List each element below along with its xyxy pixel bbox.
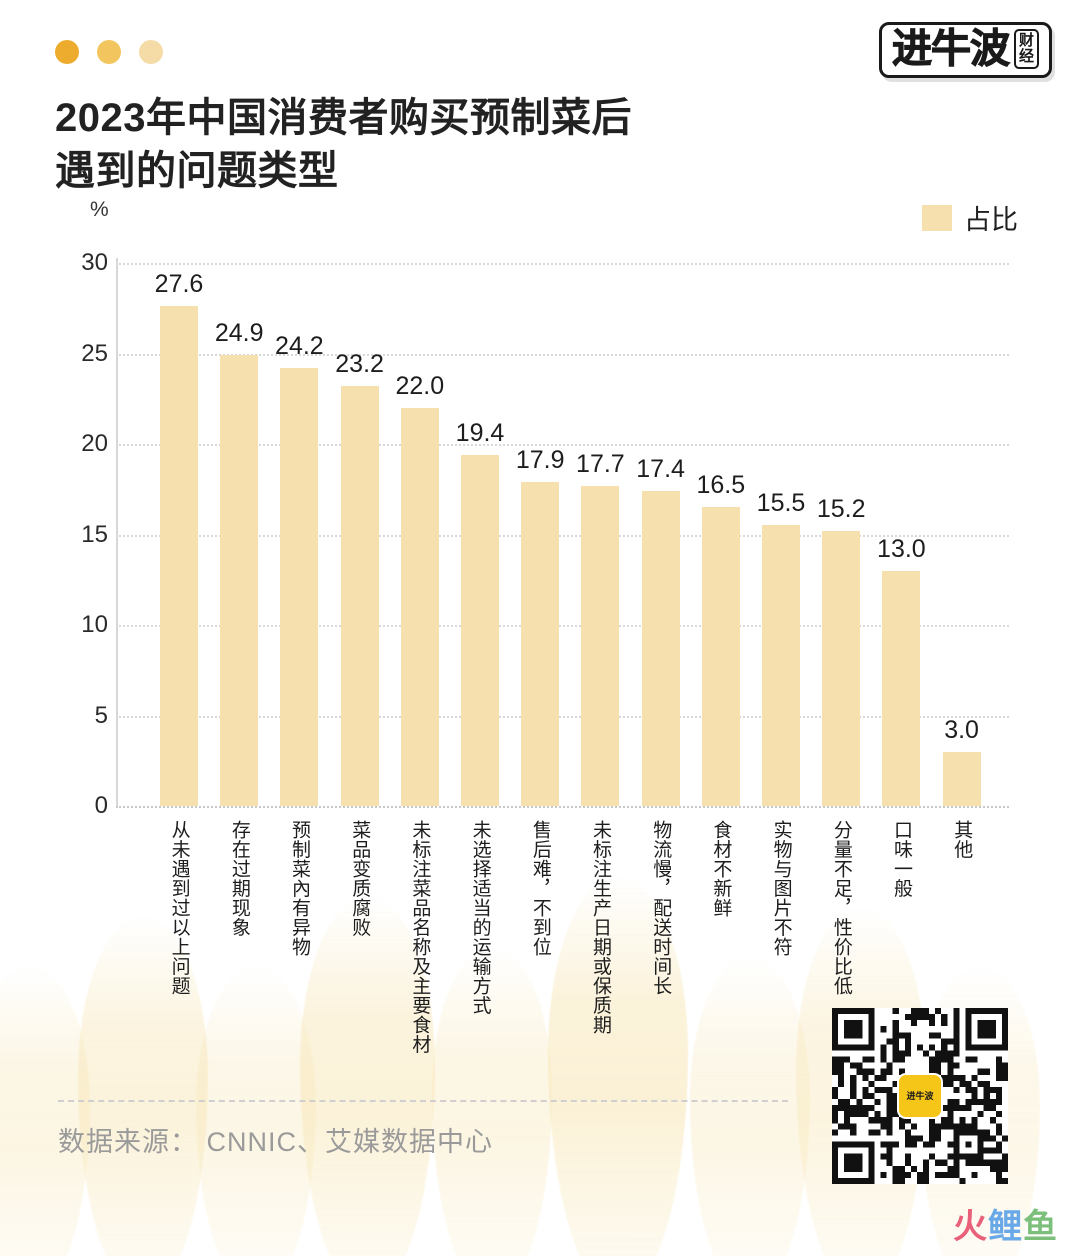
bar-9[interactable] — [701, 507, 740, 806]
bar-13[interactable] — [942, 751, 981, 806]
y-tick-label-20: 20 — [81, 430, 108, 457]
brand-logo: 进牛波 财 经 — [878, 22, 1052, 78]
y-axis-line — [116, 258, 118, 806]
header-dot-3 — [139, 40, 163, 64]
bar-5[interactable] — [461, 454, 499, 806]
gridline-25 — [116, 353, 1009, 356]
data-source-text: 数据来源： CNNIC、艾媒数据中心 — [58, 1127, 493, 1157]
bar-value-label-10: 15.5 — [756, 489, 806, 518]
y-tick-label-25: 25 — [81, 339, 108, 367]
x-category-label-5: 未选择适当的运输方式 — [469, 820, 491, 1015]
bar-6[interactable] — [521, 482, 560, 806]
gridline-15 — [116, 534, 1009, 537]
bar-1[interactable] — [220, 355, 259, 806]
brand-logo-main-text: 进牛波 — [891, 26, 1010, 72]
legend-label-share: 占比 — [964, 205, 1018, 235]
brand-logo-sub-bottom: 经 — [1018, 47, 1034, 65]
bar-0[interactable] — [160, 306, 198, 806]
bar-3[interactable] — [340, 386, 379, 806]
x-category-label-8: 物流慢，配送时间长 — [650, 820, 672, 996]
bar-10[interactable] — [762, 525, 800, 806]
legend-swatch-share — [922, 204, 952, 231]
x-category-label-9: 食材不新鲜 — [710, 820, 732, 918]
gridline-10 — [116, 625, 1009, 627]
header-dot-1 — [55, 40, 79, 64]
bar-value-label-6: 17.9 — [515, 446, 565, 474]
watermark-char-1: 火 — [953, 1208, 988, 1246]
y-tick-label-15: 15 — [81, 520, 108, 548]
bar-8[interactable] — [641, 491, 680, 806]
x-category-label-6: 售后难，不到位 — [529, 820, 551, 957]
bar-11[interactable] — [822, 530, 861, 806]
brand-logo-sub-top: 财 — [1018, 31, 1034, 50]
bar-value-label-12: 13.0 — [877, 534, 926, 563]
bar-value-label-8: 17.4 — [636, 455, 685, 484]
bar-12[interactable] — [882, 570, 921, 806]
y-tick-label-5: 5 — [94, 701, 108, 729]
x-category-label-10: 实物与图片不符 — [770, 820, 792, 957]
bar-value-label-1: 24.9 — [214, 319, 264, 348]
bar-value-label-5: 19.4 — [455, 418, 505, 447]
bar-2[interactable] — [280, 367, 319, 806]
watermark-char-2: 鲤 — [988, 1208, 1023, 1246]
x-category-label-1: 存在过期现象 — [228, 820, 250, 937]
gridline-0 — [116, 806, 1009, 808]
bar-value-label-9: 16.5 — [696, 471, 746, 500]
x-category-label-12: 口味一般 — [891, 820, 913, 898]
x-category-label-0: 从未遇到过以上问题 — [168, 820, 190, 996]
bar-value-label-13: 3.0 — [944, 715, 979, 744]
qr-center-logo: 进牛波 — [897, 1073, 943, 1119]
x-category-label-13: 其他 — [951, 820, 973, 859]
bar-value-label-7: 17.7 — [576, 449, 625, 478]
bar-value-label-2: 24.2 — [275, 331, 324, 360]
bar-value-label-11: 15.2 — [816, 494, 866, 523]
brand-logo-sub-text: 财 经 — [1013, 29, 1039, 69]
bar-value-label-3: 23.2 — [335, 350, 384, 379]
bar-7[interactable] — [581, 485, 620, 806]
watermark-char-3: 鱼 — [1023, 1208, 1058, 1246]
header-dot-2 — [97, 40, 121, 64]
qr-code[interactable]: 进牛波 — [832, 1008, 1008, 1184]
y-tick-label-0: 0 — [94, 792, 108, 819]
brand-logo-box: 进牛波 财 经 — [878, 22, 1052, 78]
x-category-label-2: 预制菜內有异物 — [289, 820, 311, 957]
y-axis-unit: % — [90, 198, 109, 221]
y-tick-label-30: 30 — [81, 249, 108, 276]
gridline-30 — [116, 263, 1009, 265]
x-category-label-3: 菜品变质腐败 — [349, 820, 371, 937]
footer-divider — [58, 1100, 788, 1102]
header-dots — [55, 40, 163, 64]
gridline-20 — [116, 444, 1009, 446]
x-category-label-4: 未标注菜品名称及主要食材 — [409, 820, 431, 1054]
bar-4[interactable] — [400, 407, 439, 806]
page-title: 2023年中国消费者购买预制菜后 遇到的问题类型 — [55, 96, 632, 193]
bar-value-label-4: 22.0 — [395, 371, 445, 400]
bar-value-label-0: 27.6 — [154, 270, 204, 299]
chart-legend: 占比 — [922, 198, 1018, 237]
y-tick-label-10: 10 — [81, 611, 108, 638]
x-category-label-7: 未标注生产日期或保质期 — [590, 820, 612, 1035]
watermark: 火 鲤 鱼 — [953, 1199, 1058, 1248]
gridline-5 — [116, 715, 1009, 718]
x-category-label-11: 分量不足，性价比低 — [830, 820, 852, 996]
